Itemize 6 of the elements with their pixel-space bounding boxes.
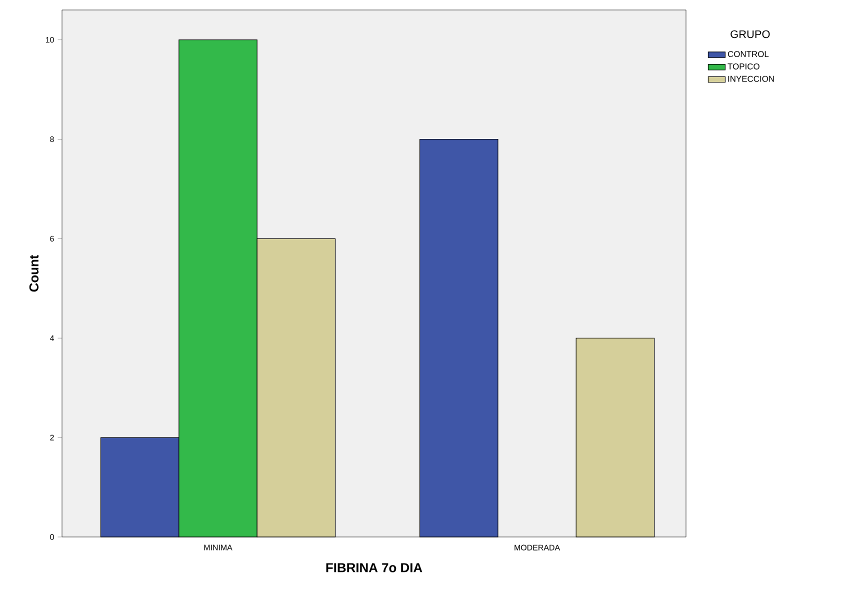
legend-label: INYECCION	[728, 76, 774, 82]
legend-label: CONTROL	[728, 51, 769, 58]
legend-title: GRUPO	[730, 30, 770, 38]
x-axis-title: FIBRINA 7o DIA	[326, 563, 422, 572]
legend-label: TOPICO	[728, 63, 760, 70]
y-axis-title: Count	[29, 254, 39, 292]
